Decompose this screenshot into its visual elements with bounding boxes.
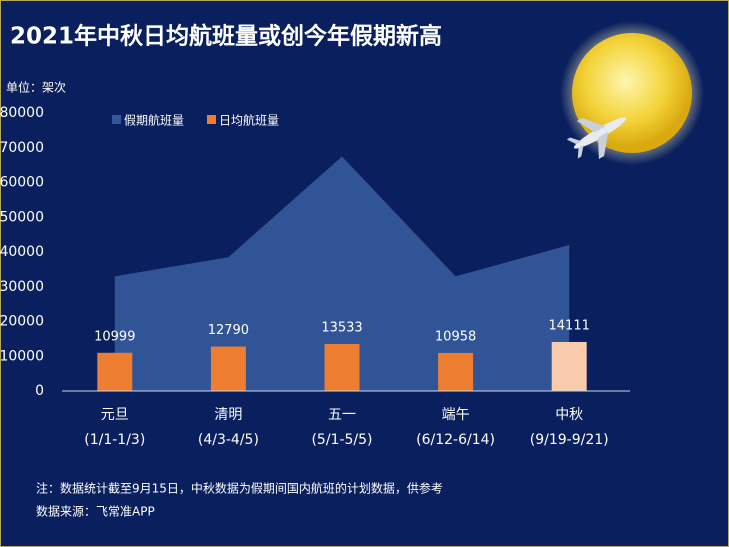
y-tick-label: 0 (35, 383, 44, 399)
x-tick-period: (1/1-1/3) (84, 432, 145, 448)
x-tick-label: 元旦 (101, 407, 129, 423)
y-tick-label: 10000 (0, 348, 44, 364)
x-tick-label: 清明 (214, 407, 242, 423)
unit-label: 单位：架次 (6, 80, 66, 95)
y-tick-label: 20000 (0, 314, 44, 330)
note: 注：数据统计截至9月15日，中秋数据为假期间国内航班的计划数据，供参考 (36, 481, 443, 496)
bar-value-label: 12790 (208, 323, 249, 338)
bar-value-label: 10999 (94, 329, 135, 344)
x-tick-label: 中秋 (555, 407, 583, 423)
chart-title: 2021年中秋日均航班量或创今年假期新高 (10, 23, 442, 50)
legend-label: 日均航班量 (219, 113, 279, 128)
y-tick-label: 70000 (0, 140, 44, 156)
legend-swatch (112, 115, 121, 124)
area (114, 156, 570, 391)
x-tick-period: (5/1-5/5) (311, 432, 372, 448)
airplane (566, 117, 627, 160)
y-tick-label: 80000 (0, 105, 44, 121)
x-tick-period: (4/3-4/5) (198, 432, 259, 448)
y-tick-label: 30000 (0, 279, 44, 295)
source: 数据来源：飞常准APP (36, 504, 155, 519)
bar-value-label: 14111 (549, 318, 590, 333)
y-tick-label: 60000 (0, 175, 44, 191)
x-tick-period: (6/12-6/14) (416, 432, 495, 448)
y-tick-label: 40000 (0, 244, 44, 260)
bar (324, 343, 360, 391)
x-tick-period: (9/19-9/21) (530, 432, 609, 448)
x-tick-label: 端午 (442, 407, 470, 423)
legend-swatch (207, 115, 216, 124)
moon (572, 33, 692, 153)
y-tick-label: 50000 (0, 209, 44, 225)
x-tick-label: 五一 (328, 407, 356, 423)
bar (210, 346, 246, 391)
bar (438, 352, 474, 391)
legend-label: 假期航班量 (124, 113, 184, 128)
bar-value-label: 13533 (321, 320, 362, 335)
bar (551, 341, 587, 391)
bar-value-label: 10958 (435, 329, 476, 344)
bar (97, 352, 133, 391)
